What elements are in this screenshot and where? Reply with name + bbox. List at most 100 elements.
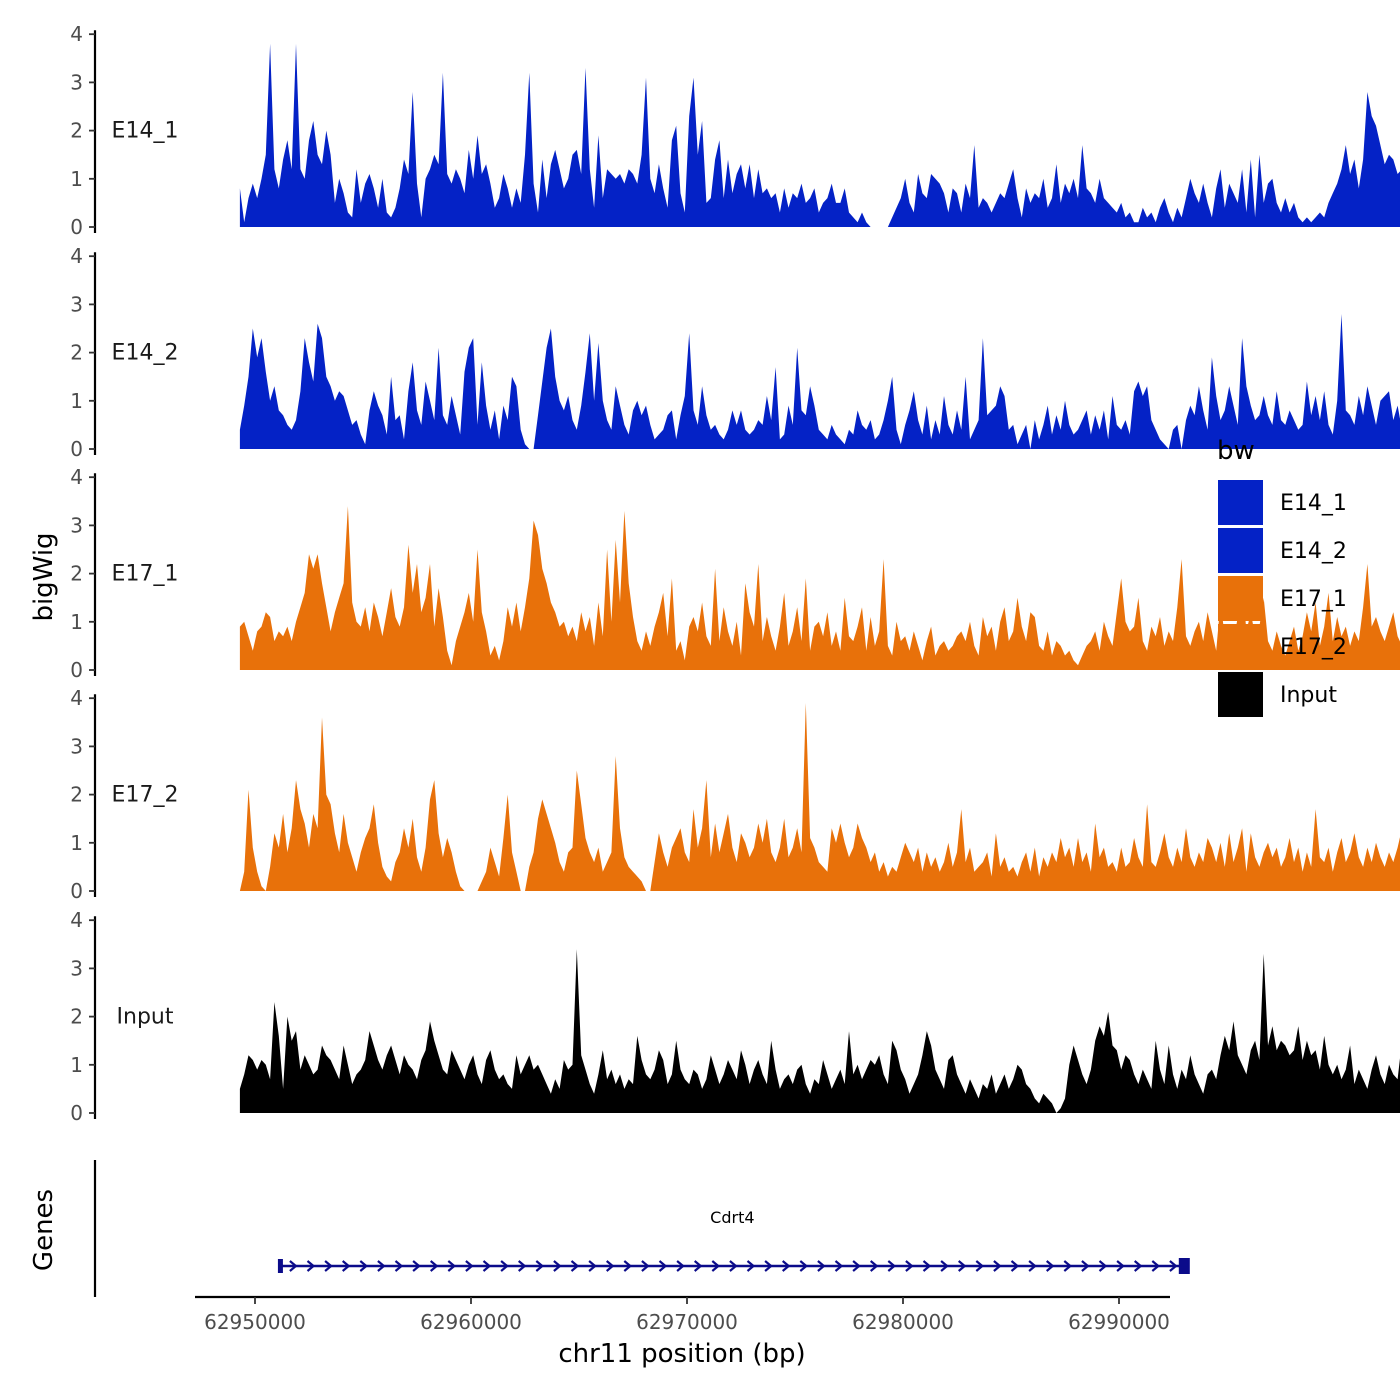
y-tick-label: 2 xyxy=(70,119,83,143)
strand-arrow xyxy=(940,1260,949,1272)
strand-arrow xyxy=(429,1260,439,1272)
gene-name-label: Cdrt4 xyxy=(710,1208,754,1227)
track-label: E17_2 xyxy=(112,783,179,808)
y-tick-label: 0 xyxy=(70,658,83,682)
strand-arrow xyxy=(535,1260,545,1272)
legend-item-input: Input xyxy=(1218,672,1337,717)
strand-arrow xyxy=(394,1260,404,1272)
strand-arrow xyxy=(570,1260,580,1272)
legend-swatch xyxy=(1218,624,1263,669)
legend: bw E14_1 E14_2 E17_1 E17_2 Input xyxy=(1217,436,1347,717)
y-tick-label: 3 xyxy=(70,734,83,758)
y-tick-label: 4 xyxy=(70,908,83,932)
legend-item-e17_1: E17_1 xyxy=(1218,576,1347,621)
strand-arrow xyxy=(957,1260,967,1272)
y-tick-label: 1 xyxy=(70,831,83,855)
track-e14_1: 0 1 2 3 4 E14_1 xyxy=(70,22,1400,239)
strand-arrow xyxy=(1081,1260,1090,1272)
strand-arrow xyxy=(500,1260,509,1272)
strand-arrow xyxy=(605,1260,615,1272)
track-e17_2: 0 1 2 3 4 E17_2 xyxy=(70,686,1400,903)
legend-swatch xyxy=(1218,480,1263,525)
strand-arrow xyxy=(1063,1260,1073,1272)
y-tick-label: 3 xyxy=(70,956,83,980)
y-tick-label: 4 xyxy=(70,686,83,710)
gene-exon xyxy=(277,1259,283,1273)
strand-arrow xyxy=(341,1260,351,1272)
track-e17_1: 0 1 2 3 4 E17_1 xyxy=(70,465,1400,682)
legend-label: E14_2 xyxy=(1280,539,1347,564)
y-tick-label: 3 xyxy=(70,70,83,94)
y-tick-label: 2 xyxy=(70,1005,83,1029)
strand-arrow xyxy=(289,1260,298,1272)
coverage-area-e14_2 xyxy=(239,314,1400,449)
strand-arrow xyxy=(975,1260,985,1272)
legend-title: bw xyxy=(1217,436,1255,466)
legend-swatch xyxy=(1218,672,1263,717)
legend-label: E17_1 xyxy=(1280,587,1347,612)
strand-arrow xyxy=(922,1260,932,1272)
strand-arrow xyxy=(553,1260,562,1272)
strand-arrow xyxy=(1169,1260,1178,1272)
strand-arrow xyxy=(799,1260,809,1272)
strand-arrow xyxy=(905,1260,914,1272)
strand-arrow xyxy=(1098,1260,1108,1272)
coverage-area-input xyxy=(239,949,1400,1113)
legend-swatch xyxy=(1218,576,1263,621)
strand-arrow xyxy=(1028,1260,1037,1272)
y-tick-label: 4 xyxy=(70,22,83,46)
coverage-area-e14_1 xyxy=(239,43,1400,227)
y-tick-label: 3 xyxy=(70,513,83,537)
x-tick-label: 62980000 xyxy=(852,1310,954,1334)
x-tick-label: 62960000 xyxy=(420,1310,522,1334)
track-e14_2: 0 1 2 3 4 E14_2 xyxy=(70,244,1400,461)
strand-arrow xyxy=(817,1260,826,1272)
legend-label: E14_1 xyxy=(1280,491,1347,516)
strand-arrow xyxy=(693,1260,703,1272)
y-tick-label: 0 xyxy=(70,215,83,239)
strand-arrow xyxy=(412,1260,421,1272)
gene-exon xyxy=(1178,1258,1190,1274)
strand-arrow xyxy=(993,1260,1002,1272)
y-tick-label: 2 xyxy=(70,783,83,807)
y-tick-label: 0 xyxy=(70,1101,83,1125)
strand-arrow xyxy=(852,1260,861,1272)
strand-arrow xyxy=(324,1260,333,1272)
track-label: E17_1 xyxy=(112,562,179,587)
x-tick-label: 62990000 xyxy=(1068,1310,1170,1334)
strand-arrow xyxy=(676,1260,685,1272)
coverage-tracks: 0 1 2 3 4 E14_1 0 1 2 3 4 E14_2 0 1 2 3 4 E17_1 0 1 2 3 4 E17_2… xyxy=(70,22,1400,1125)
y-tick-label: 1 xyxy=(70,1053,83,1077)
y-tick-label: 1 xyxy=(70,610,83,634)
x-axis-title: chr11 position (bp) xyxy=(558,1339,805,1369)
y-axis-title: bigWig xyxy=(29,532,59,621)
y-tick-label: 4 xyxy=(70,244,83,268)
legend-item-e17_2: E17_2 xyxy=(1218,624,1347,669)
track-label: Input xyxy=(117,1005,174,1030)
y-tick-label: 3 xyxy=(70,292,83,316)
y-tick-label: 2 xyxy=(70,341,83,365)
strand-arrow xyxy=(1133,1260,1143,1272)
track-label: E14_2 xyxy=(112,341,179,366)
strand-arrow xyxy=(482,1260,492,1272)
x-tick-label: 62970000 xyxy=(636,1310,738,1334)
strand-arrow xyxy=(588,1260,597,1272)
gene-track: Cdrt4 xyxy=(93,1160,1190,1297)
legend-label: E17_2 xyxy=(1280,635,1347,660)
strand-arrow xyxy=(623,1260,633,1272)
strand-arrow xyxy=(517,1260,527,1272)
strand-arrow xyxy=(711,1260,721,1272)
strand-arrow xyxy=(887,1260,897,1272)
y-tick-label: 2 xyxy=(70,562,83,586)
legend-item-e14_1: E14_1 xyxy=(1218,480,1347,525)
track-input: 0 1 2 3 4 Input xyxy=(70,908,1400,1125)
track-label: E14_1 xyxy=(112,119,179,144)
strand-arrow xyxy=(306,1260,316,1272)
y-tick-label: 0 xyxy=(70,437,83,461)
x-tick-label: 62950000 xyxy=(204,1310,306,1334)
strand-arrow xyxy=(359,1260,369,1272)
strand-arrow xyxy=(764,1260,773,1272)
y-tick-label: 1 xyxy=(70,389,83,413)
legend-swatch xyxy=(1218,528,1263,573)
